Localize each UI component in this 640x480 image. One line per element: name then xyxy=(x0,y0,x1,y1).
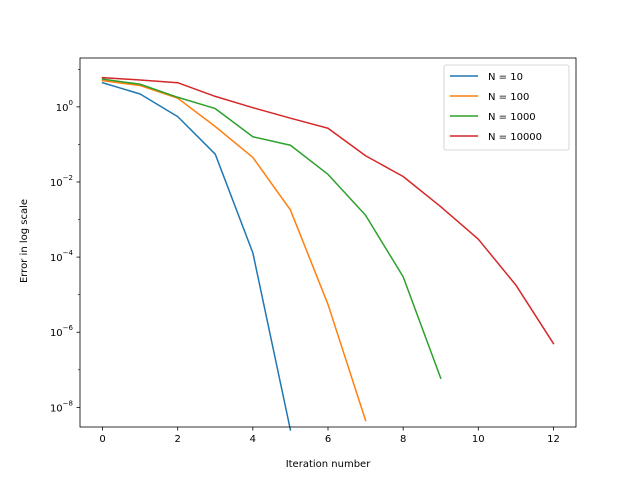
legend-label-3: N = 1000 xyxy=(488,112,536,123)
legend: N = 10 N = 100 N = 1000 N = 10000 xyxy=(443,64,570,151)
legend-label-4: N = 10000 xyxy=(488,132,542,143)
x-tick-label: 2 xyxy=(175,434,181,445)
legend-label-2: N = 100 xyxy=(488,92,529,103)
x-tick-label: 10 xyxy=(472,434,485,445)
x-tick-label: 0 xyxy=(99,434,105,445)
legend-box xyxy=(443,64,570,151)
legend-label-1: N = 10 xyxy=(488,72,523,83)
y-tick-label: 10−2 xyxy=(50,174,73,189)
y-tick-label: 10−4 xyxy=(50,249,74,264)
x-tick-label: 6 xyxy=(325,434,331,445)
y-tick-label: 10−6 xyxy=(50,324,74,339)
y-tick-label: 100 xyxy=(56,99,73,114)
x-tick-label: 12 xyxy=(547,434,560,445)
y-axis: 100 10−2 10−4 10−6 10−8 xyxy=(50,69,80,414)
series-line-4 xyxy=(101,76,555,345)
series-line-1 xyxy=(101,81,292,431)
x-axis: 0 2 4 6 8 10 12 xyxy=(99,427,560,445)
x-tick-label: 8 xyxy=(400,434,406,445)
y-tick-label: 10−8 xyxy=(50,399,73,414)
series-line-2 xyxy=(101,79,367,422)
x-axis-label: Iteration number xyxy=(286,459,372,470)
series-line-3 xyxy=(101,78,442,380)
x-tick-label: 4 xyxy=(250,434,256,445)
y-axis-label: Error in log scale xyxy=(19,199,30,283)
